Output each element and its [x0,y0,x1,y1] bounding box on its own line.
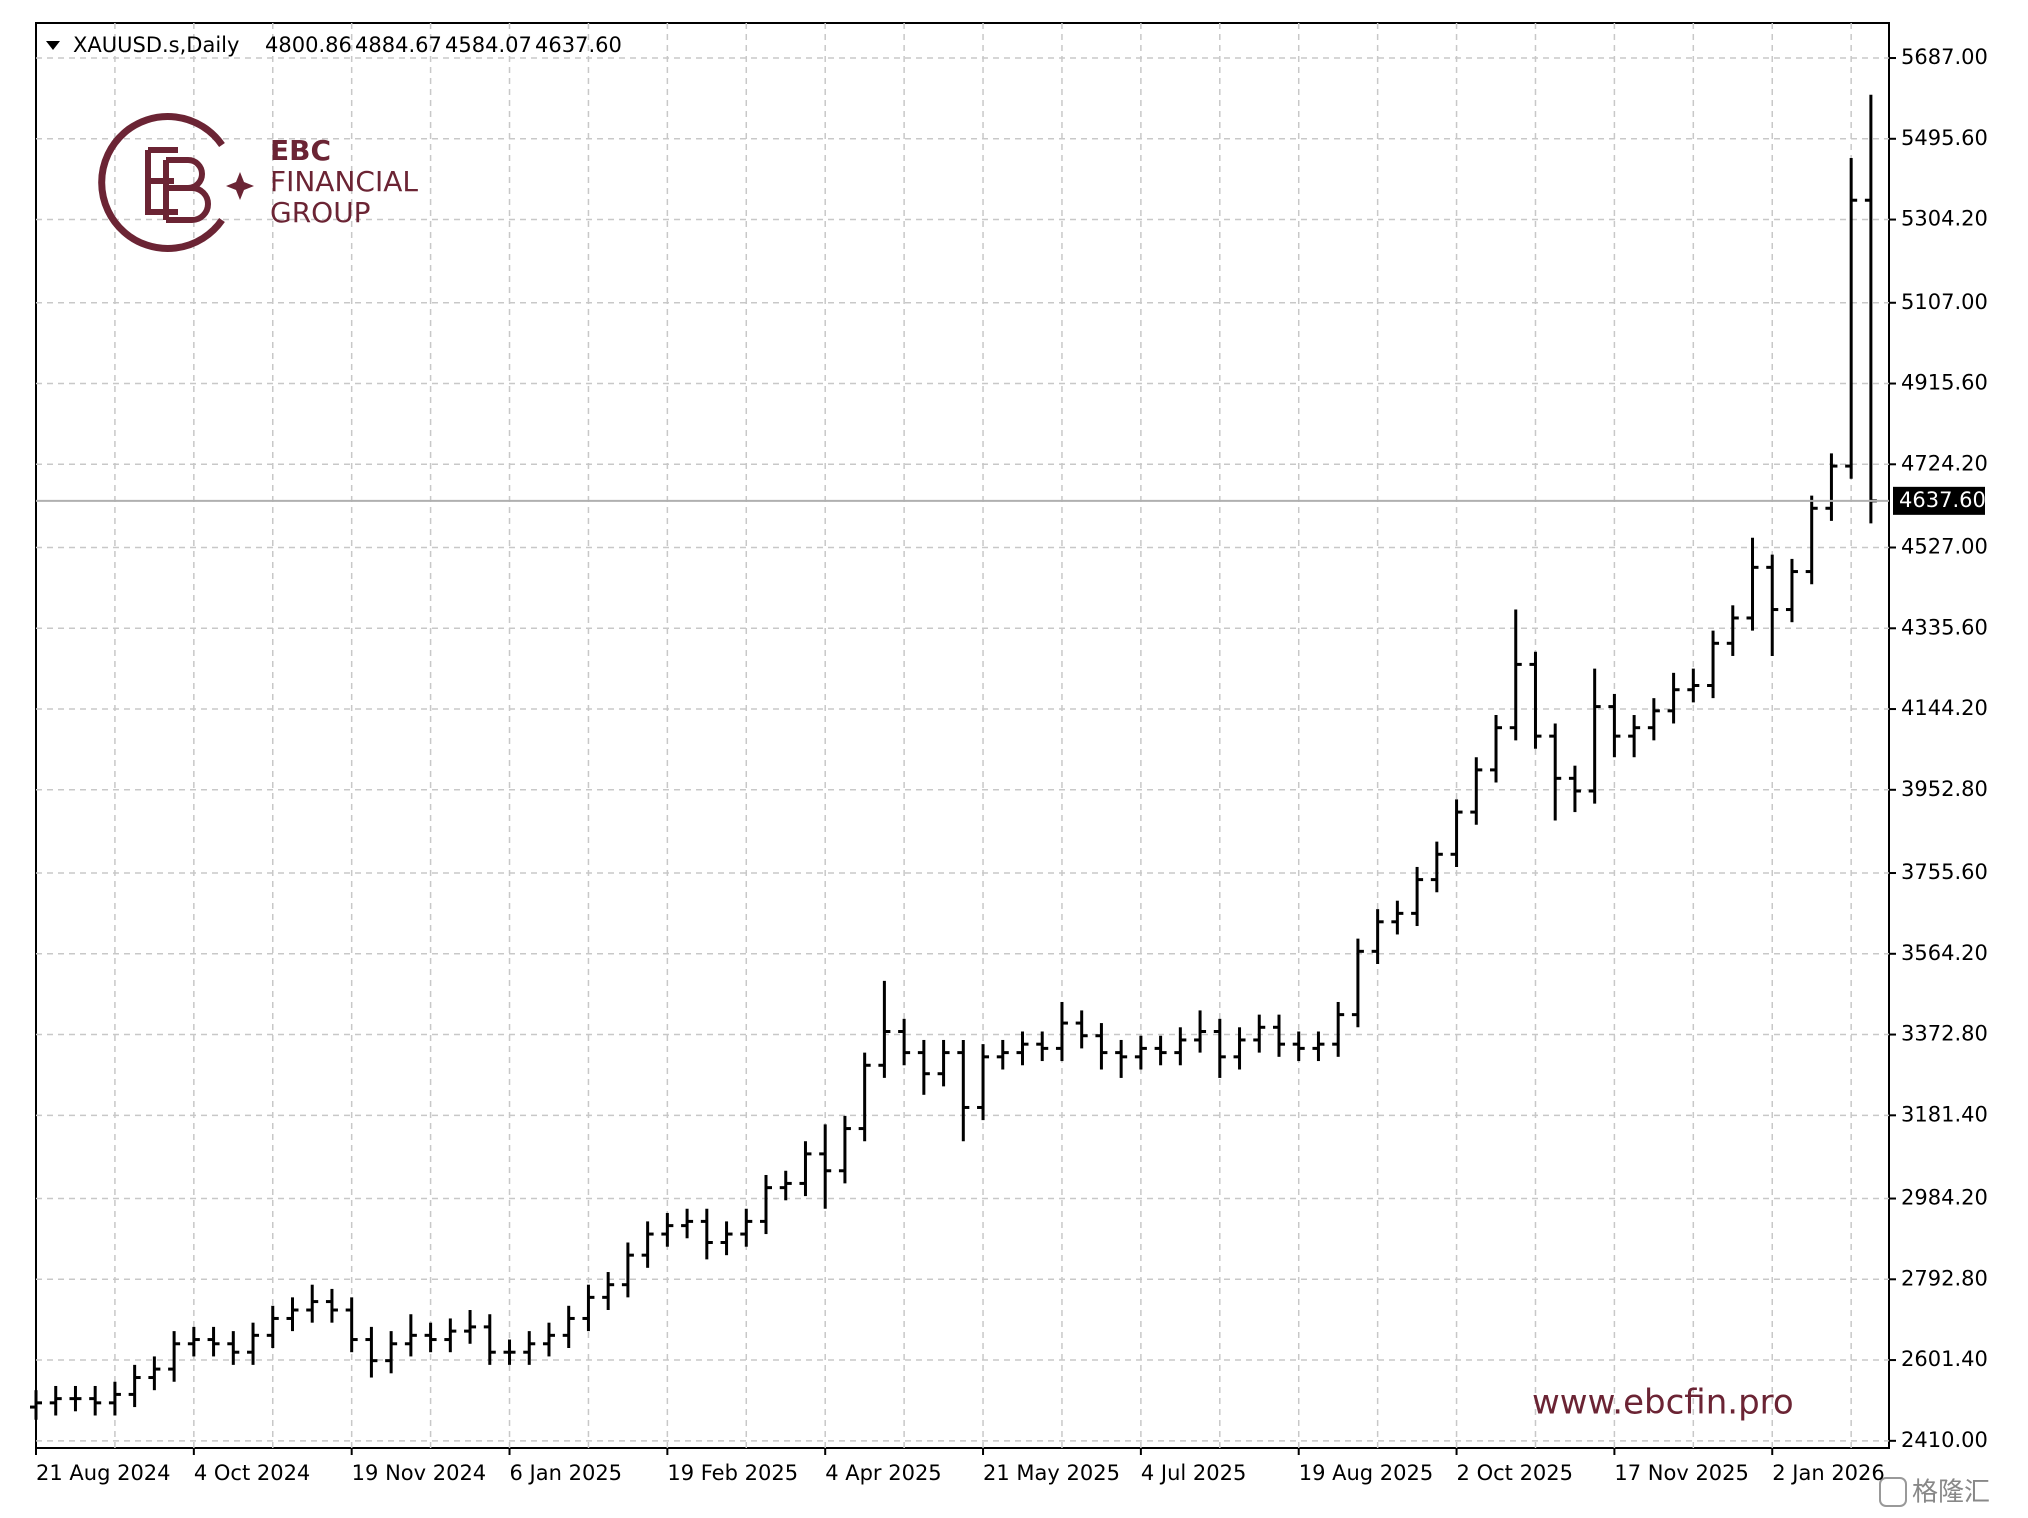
y-tick-label: 3181.40 [1901,1102,1988,1126]
y-tick-label: 3372.80 [1901,1022,1988,1046]
y-tick-label: 2601.40 [1901,1347,1988,1371]
x-tick-label: 4 Apr 2025 [825,1461,941,1485]
plot-frame [35,22,1890,1449]
x-tick-label: 17 Nov 2025 [1614,1461,1749,1485]
x-tick-label: 4 Oct 2024 [194,1461,310,1485]
x-tick-label: 19 Feb 2025 [667,1461,798,1485]
logo-mark [145,147,211,223]
y-tick-label: 2410.00 [1901,1428,1988,1452]
y-tick-label: 5107.00 [1901,290,1988,314]
logo-ring [98,113,225,252]
logo-text: GROUP [270,196,371,229]
header-value: 4884.67 [355,33,442,57]
y-tick-label: 3564.20 [1901,941,1988,965]
menu-arrow[interactable] [46,41,60,50]
grid [36,23,1889,1448]
logo: EBC FINANCIAL GROUP [98,113,418,252]
y-tick-label: 4335.60 [1901,615,1988,639]
x-tick-label: 4 Jul 2025 [1141,1461,1247,1485]
watermark: 格隆汇 [1912,1478,1990,1508]
y-tick-label: 4915.60 [1901,371,1988,395]
header-value: 4637.60 [535,33,622,57]
bars [30,94,1877,1420]
symbol: XAUUSD.s,Daily [73,33,239,57]
y-tick-label: 3952.80 [1901,777,1988,801]
y-tick-label: 5304.20 [1901,207,1988,231]
x-tick-label: 6 Jan 2025 [510,1461,623,1485]
x-tick-label: 2 Oct 2025 [1457,1461,1573,1485]
header-value: 4800.86 [265,33,352,57]
y-tick-label: 2792.80 [1901,1266,1988,1290]
x-tick-label: 21 Aug 2024 [36,1461,171,1485]
watermark-icon [1879,1477,1907,1507]
y-tick-label: 3755.60 [1901,860,1988,884]
last-price-box [1893,486,1985,515]
x-tick-label: 19 Aug 2025 [1299,1461,1434,1485]
last-price-label: 4637.60 [1899,488,1986,512]
logo-text: FINANCIAL [270,165,418,198]
y-tick-label: 5495.60 [1901,126,1988,150]
logo-text: EBC [270,134,331,167]
x-tick-label: 2 Jan 2026 [1772,1461,1885,1485]
y-tick-label: 2984.20 [1901,1186,1988,1210]
x-tick-label: 19 Nov 2024 [352,1461,487,1485]
header-value: 4584.07 [445,33,532,57]
website: www.ebcfin.pro [1532,1383,1794,1423]
y-tick-label: 4144.20 [1901,696,1988,720]
y-tick-label: 4527.00 [1901,535,1988,559]
header-values: 4800.86 4884.67 4584.07 4637.60 [265,33,622,57]
y-tick-label: 4724.20 [1901,451,1988,475]
logo-star [226,172,254,200]
y-tick-label: 5687.00 [1901,45,1988,69]
x-tick-label: 21 May 2025 [983,1461,1120,1485]
